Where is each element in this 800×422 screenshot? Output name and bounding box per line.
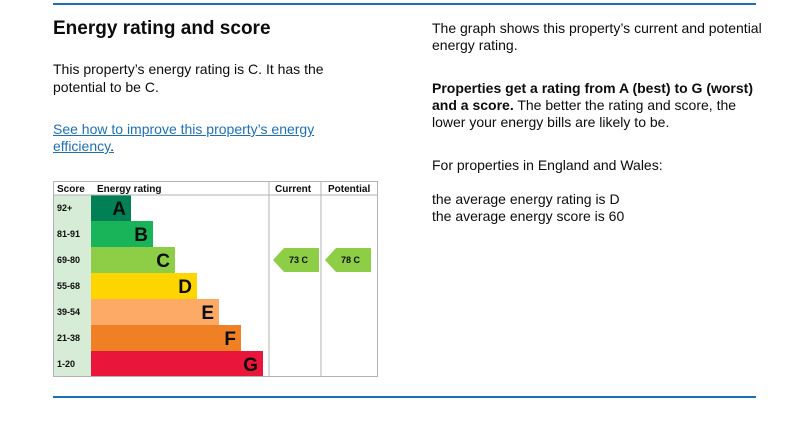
score-range-b: 81-91 [57, 229, 80, 239]
score-cell-g [53, 351, 91, 377]
page-title: Energy rating and score [53, 18, 271, 39]
current-rating-arrow [273, 248, 319, 272]
rating-explanation-bold: Properties get a rating from A (best) to… [432, 80, 753, 113]
header-energy-rating: Energy rating [97, 184, 161, 195]
score-range-d: 55-68 [57, 281, 80, 291]
score-range-f: 21-38 [57, 333, 80, 343]
average-score: the average energy score is 60 [432, 208, 625, 224]
score-range-e: 39-54 [57, 307, 80, 317]
score-cell-d [53, 273, 91, 299]
band-letter-b: B [134, 225, 148, 246]
band-bar-b [91, 221, 153, 247]
average-rating: the average energy rating is D [432, 191, 620, 207]
header-score: Score [57, 184, 85, 195]
score-cell-e [53, 299, 91, 325]
band-bar-g [91, 351, 263, 377]
top-divider [53, 3, 756, 5]
band-letter-a: A [112, 199, 126, 220]
score-range-c: 69-80 [57, 255, 80, 265]
potential-rating-label: 78 C [341, 255, 361, 265]
band-letter-d: D [178, 277, 192, 298]
averages: the average energy rating is D the avera… [432, 191, 762, 225]
band-bar-a [91, 195, 131, 221]
band-letter-g: G [243, 355, 258, 376]
rating-explanation-rest: The better the rating and score, the low… [432, 97, 737, 130]
score-range-a: 92+ [57, 203, 72, 213]
improve-efficiency-link[interactable]: See how to improve this property’s energ… [53, 121, 343, 155]
band-letter-f: F [224, 329, 236, 350]
band-letter-c: C [156, 251, 170, 272]
band-bar-f [91, 325, 241, 351]
improve-efficiency-link-text[interactable]: See how to improve this property’s energ… [53, 121, 315, 154]
header-potential: Potential [328, 184, 370, 195]
current-rating-label: 73 C [289, 255, 309, 265]
band-letter-e: E [201, 303, 214, 324]
band-bar-c [91, 247, 175, 273]
graph-note: The graph shows this property’s current … [432, 20, 762, 53]
score-cell-c [53, 247, 91, 273]
band-bar-d [91, 273, 197, 299]
link-period: . [110, 138, 114, 154]
chart-border [53, 181, 378, 377]
bottom-divider [53, 396, 756, 398]
score-cell-f [53, 325, 91, 351]
header-current: Current [275, 184, 312, 195]
energy-rating-chart-svg: Score Energy rating Current Potential 92+ A 81… [53, 181, 378, 377]
score-range-g: 1-20 [57, 359, 75, 369]
rating-summary: This property’s energy rating is C. It h… [53, 61, 324, 95]
potential-rating-arrow [325, 248, 371, 272]
score-cell-a [53, 195, 91, 221]
band-bar-e [91, 299, 219, 325]
energy-rating-chart: Score Energy rating Current Potential 92+ A 81… [53, 181, 378, 380]
region-note: For properties in England and Wales: [432, 157, 663, 173]
rating-explanation: Properties get a rating from A (best) to… [432, 80, 762, 131]
score-cell-b [53, 221, 91, 247]
